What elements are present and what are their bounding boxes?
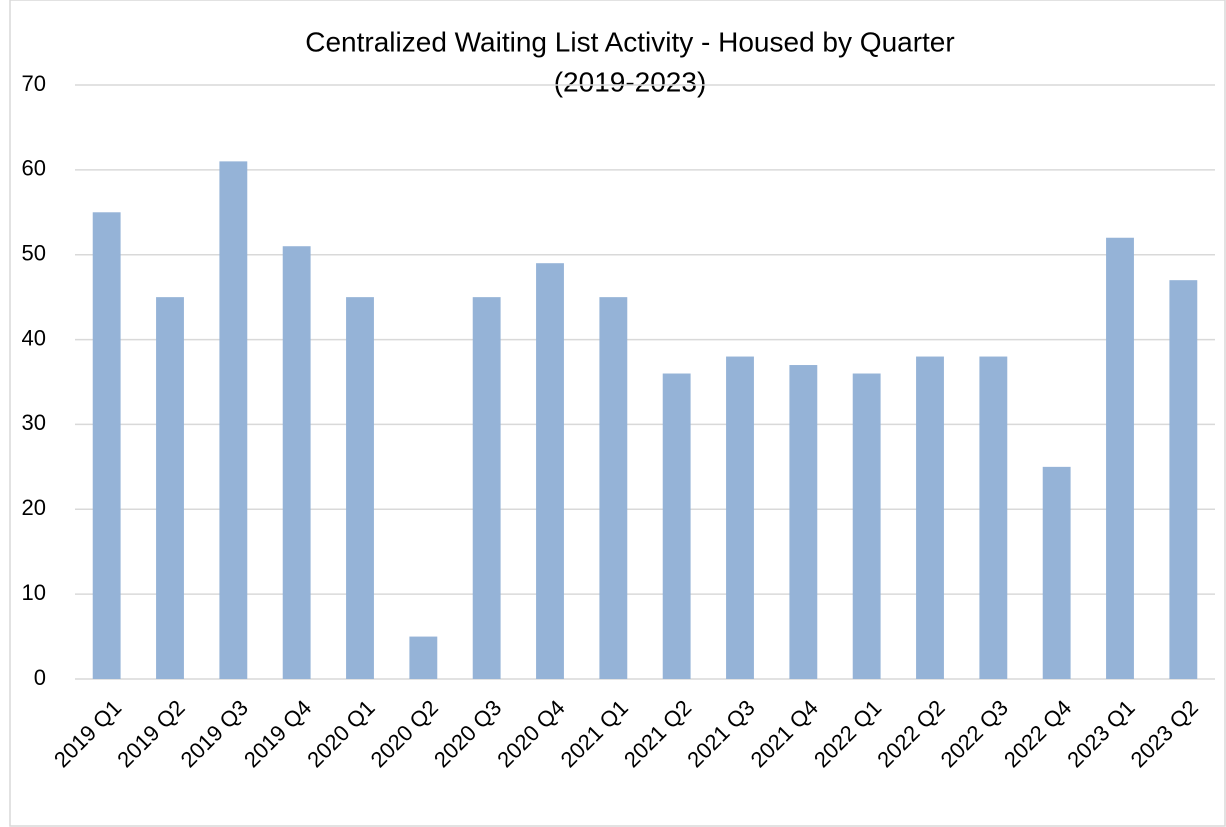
x-tick-label: 2020 Q3	[429, 695, 506, 772]
chart-frame	[9, 0, 1226, 827]
bar	[346, 297, 374, 679]
bar	[1106, 237, 1134, 679]
y-tick-label: 30	[22, 410, 46, 435]
x-tick-label: 2019 Q3	[176, 695, 253, 772]
x-tick-label: 2020 Q4	[492, 695, 569, 772]
y-tick-label: 60	[22, 156, 46, 181]
bar	[92, 212, 121, 680]
y-tick-label: 40	[22, 325, 46, 350]
y-tick-label: 70	[22, 71, 46, 96]
y-tick-label: 50	[22, 241, 46, 266]
bar	[916, 356, 944, 679]
bar	[282, 246, 311, 679]
bar	[789, 365, 818, 679]
x-tick-label: 2021 Q2	[619, 695, 696, 772]
x-tick-label: 2021 Q4	[746, 695, 823, 772]
x-tick-label: 2019 Q2	[112, 695, 189, 772]
chart-title: Centralized Waiting List Activity - Hous…	[305, 26, 954, 57]
chart-subtitle: (2019-2023)	[554, 66, 707, 97]
y-tick-label: 20	[22, 495, 46, 520]
x-tick-label: 2023 Q1	[1062, 695, 1139, 772]
x-tick-label: 2022 Q2	[872, 695, 949, 772]
bar	[662, 373, 691, 679]
bar	[156, 297, 184, 679]
x-tick-label: 2019 Q1	[49, 695, 126, 772]
x-tick-label: 2019 Q4	[239, 695, 316, 772]
bar	[1169, 280, 1198, 679]
x-tick-label: 2020 Q2	[366, 695, 443, 772]
x-tick-label: 2022 Q1	[809, 695, 886, 772]
bar	[979, 356, 1008, 679]
x-tick-label: 2020 Q1	[302, 695, 379, 772]
x-tick-label: 2021 Q1	[556, 695, 633, 772]
bar	[219, 161, 248, 679]
x-tick-label: 2022 Q4	[999, 695, 1076, 772]
bar	[409, 636, 438, 679]
x-tick-label: 2022 Q3	[936, 695, 1013, 772]
bar	[726, 356, 754, 679]
x-tick-label: 2023 Q2	[1126, 695, 1203, 772]
bar	[536, 263, 564, 679]
bar	[852, 373, 881, 679]
x-tick-label: 2021 Q3	[682, 695, 759, 772]
y-tick-label: 0	[34, 665, 46, 690]
bar	[1042, 466, 1071, 679]
bar	[599, 297, 628, 679]
bar	[472, 297, 501, 679]
y-tick-label: 10	[22, 580, 46, 605]
